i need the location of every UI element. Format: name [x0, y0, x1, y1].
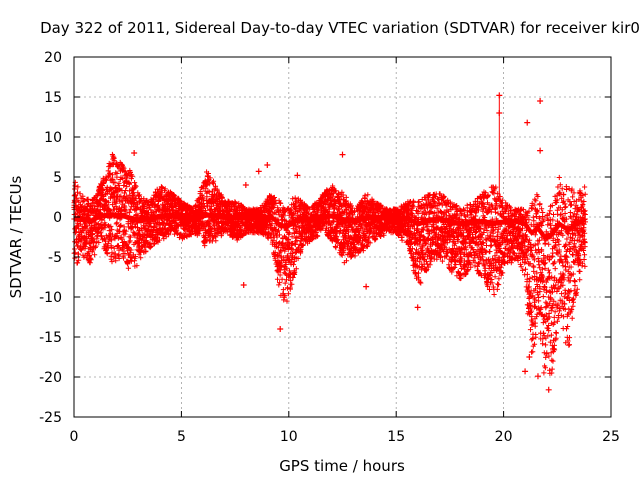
outlier-point [264, 162, 271, 168]
outlier-point [545, 386, 552, 393]
y-tick-label: 5 [53, 170, 62, 186]
y-tick-label: 15 [44, 90, 62, 106]
outlier-point [339, 151, 346, 158]
axis-ticks: 0 5 10 15 20 25 -25 -20 -15 -10 -5 0 5 10 15 20 [39, 50, 620, 445]
x-tick-label: 15 [387, 429, 405, 445]
y-tick-label: -25 [39, 410, 62, 426]
plot-frame [73, 56, 612, 418]
outlier-point [496, 92, 503, 99]
x-tick-label: 25 [602, 429, 620, 445]
data-points [71, 92, 588, 393]
outlier-point [526, 354, 533, 360]
y-tick-label: 20 [44, 50, 62, 66]
y-axis-label: SDTVAR / TECUs [7, 175, 25, 298]
outlier-point [414, 304, 421, 311]
x-tick-label: 10 [280, 429, 298, 445]
y-tick-label: -15 [39, 330, 62, 346]
x-tick-label: 5 [177, 429, 186, 445]
outlier-point [537, 147, 544, 154]
outlier-point [550, 346, 557, 352]
x-axis-label: GPS time / hours [279, 457, 405, 475]
outlier-point [294, 172, 301, 179]
outlier-point [240, 282, 247, 288]
y-tick-label: 0 [53, 210, 62, 226]
outlier-point [131, 150, 138, 156]
x-tick-label: 0 [70, 429, 79, 445]
outlier-point [522, 368, 529, 375]
outlier-point [537, 98, 544, 104]
y-tick-label: -20 [39, 370, 62, 386]
outlier-point [363, 283, 370, 290]
outlier-point [255, 168, 262, 175]
chart-title: Day 322 of 2011, Sidereal Day-to-day VTE… [40, 19, 640, 37]
x-tick-label: 20 [495, 429, 513, 445]
outlier-point [277, 326, 284, 332]
outlier-point [496, 110, 503, 116]
y-tick-label: -10 [39, 290, 62, 306]
y-tick-label: -5 [48, 250, 62, 266]
outlier-point [534, 373, 541, 380]
outlier-point [242, 182, 249, 188]
y-tick-label: 10 [44, 130, 62, 146]
outlier-point [524, 119, 531, 126]
